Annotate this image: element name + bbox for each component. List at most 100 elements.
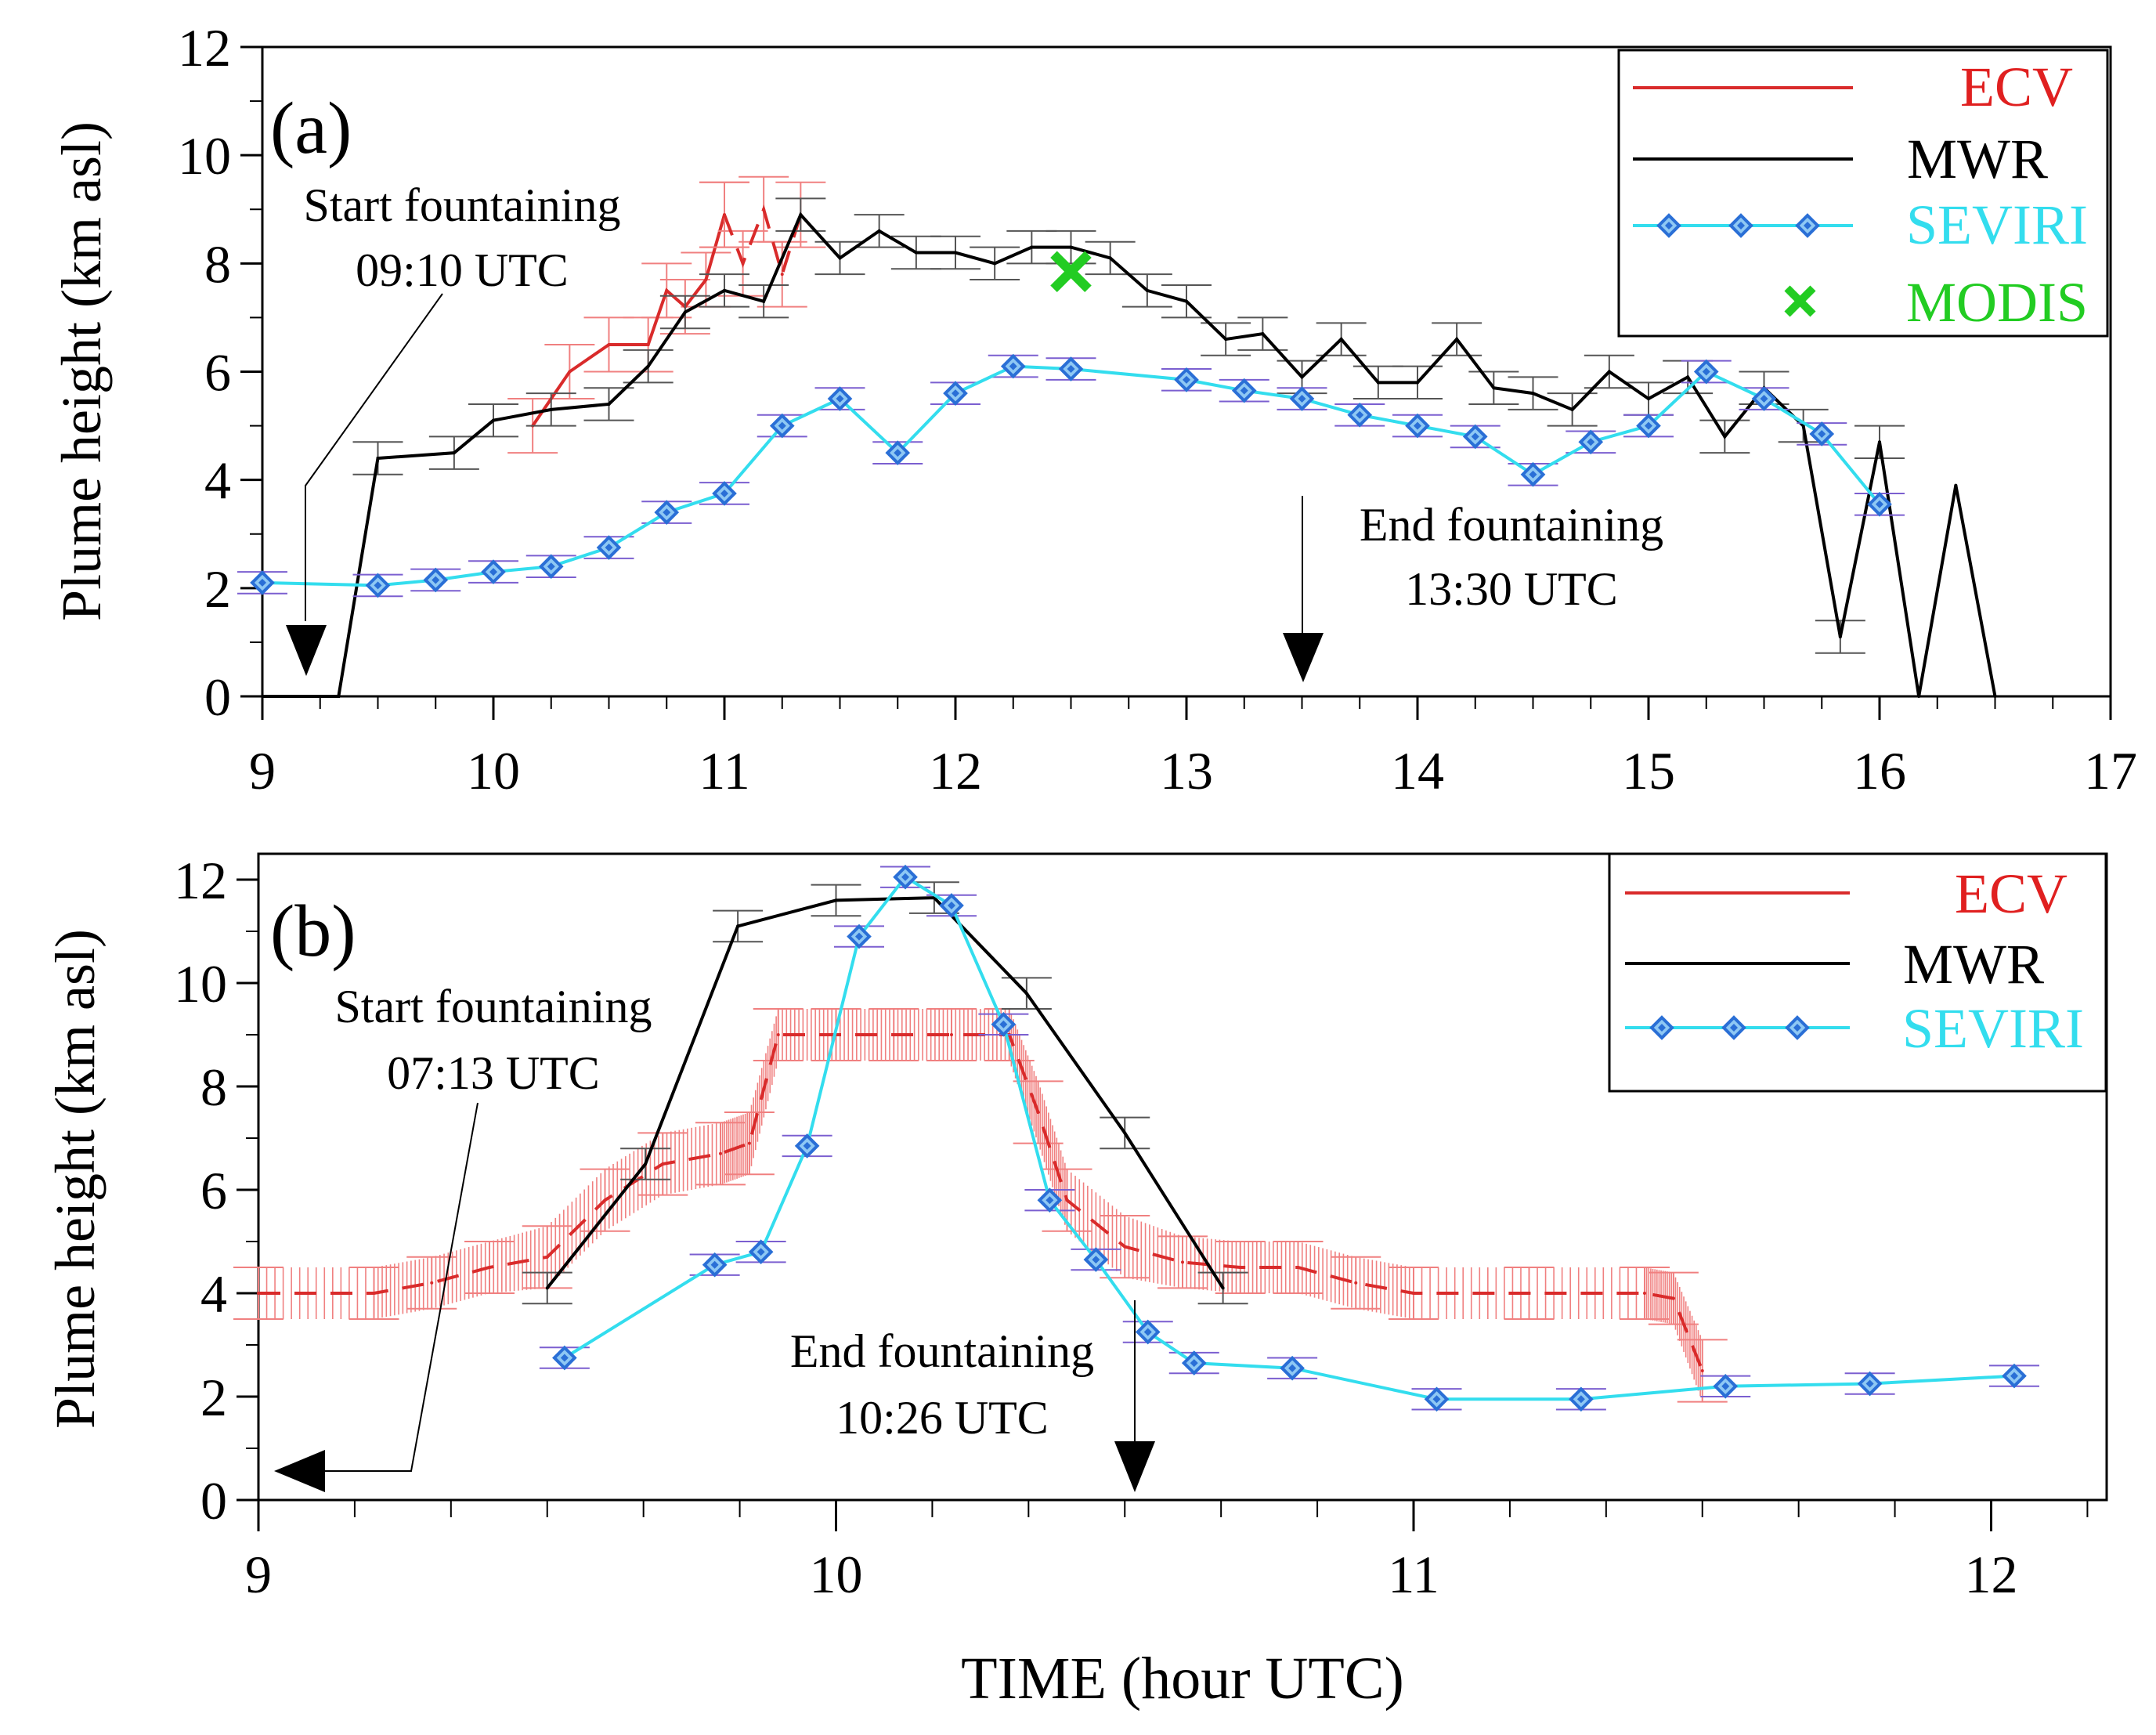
panel-b-series-seviri-marker-3-inner <box>803 1141 811 1150</box>
panel-a-series-mwr-point-27 <box>1416 381 1419 385</box>
panel-b-series-ecv-point-16 <box>1123 1245 1127 1249</box>
panel-b-series-seviri-marker-14 <box>1569 1386 1594 1412</box>
panel-a: 9 10 11 12 13 14 15 16 17 0 2 4 6 8 10 12 (a) Plume hei… <box>50 18 2137 801</box>
panel-b-y-tick-label-2: 2 <box>200 1368 227 1427</box>
panel-a-series-seviri-marker-8-inner <box>778 421 786 430</box>
panel-b-series-seviri-marker-0 <box>552 1345 577 1371</box>
legend-b-mwr-label: MWR <box>1903 933 2044 996</box>
panel-a-series-seviri-marker-13 <box>1058 356 1084 381</box>
panel-b-end-annotation: End fountaining 10:26 UTC <box>790 1300 1155 1492</box>
panel-a-series-seviri-marker-17-inner <box>1356 410 1364 419</box>
panel-a-series-mwr-point-33 <box>1647 397 1650 401</box>
panel-b-y-axis-label: Plume height (km asl) <box>44 929 107 1429</box>
panel-a-series-seviri-marker-19-inner <box>1471 432 1479 441</box>
panel-b-series-seviri-marker-16-inner <box>1865 1379 1874 1388</box>
panel-b-series-seviri-marker-8 <box>1037 1187 1063 1213</box>
panel-b-start-leader <box>317 1102 479 1472</box>
panel-a-series-seviri-marker-25-inner <box>1818 429 1826 438</box>
panel-a-series-mwr-point-20 <box>1145 288 1149 292</box>
panel-b-series-seviri-marker-0-inner <box>560 1354 569 1362</box>
panel-b-y-tick-label-10: 10 <box>174 954 227 1014</box>
panel-a-series-ecv-line <box>531 214 726 427</box>
panel-b-series-seviri-marker-7-inner <box>999 1020 1008 1028</box>
panel-a-series-ecv-point-6 <box>704 278 708 282</box>
panel-a-end-arrow <box>1283 633 1324 682</box>
legend-a-seviri-marker-2 <box>1795 213 1820 238</box>
panel-a-series-seviri-marker-13-inner <box>1067 365 1075 374</box>
panel-a-series-ecv-dashed-point-0 <box>723 213 726 217</box>
panel-b-series-ecv-point-9 <box>776 1033 780 1036</box>
panel-a-x-tick-label-9: 9 <box>249 741 276 801</box>
panel-a-series-seviri-marker-15 <box>1231 378 1257 403</box>
panel-a-start-leader <box>305 293 443 621</box>
panel-a-y-tick-label-8: 8 <box>204 234 231 294</box>
panel-a-series-seviri-marker-8 <box>769 413 795 439</box>
panel-a-end-line2: 13:30 UTC <box>1405 563 1618 615</box>
panel-a-series-seviri-marker-16-inner <box>1298 395 1306 403</box>
panel-a-series-mwr-point-28 <box>1455 338 1459 342</box>
panel-a-series-mwr-point-34 <box>1686 375 1690 379</box>
panel-a-series-seviri-marker-21-inner <box>1587 438 1595 446</box>
panel-b-series-ecv-point-3 <box>488 1266 491 1269</box>
panel-a-series-mwr-point-1 <box>337 695 341 698</box>
panel-a-series-seviri-marker-6-inner <box>663 508 671 517</box>
legend-a-mwr-label: MWR <box>1907 128 2048 190</box>
panel-a-series-seviri-marker-14 <box>1174 367 1199 392</box>
legend-a-ecv-label: ECV <box>1960 56 2073 118</box>
panel-b-series-ecv-point-12 <box>950 1033 953 1036</box>
panel-a-series-mwr-point-7 <box>646 364 650 368</box>
panel-b-series-seviri-marker-3 <box>794 1133 820 1158</box>
panel-a-series-mwr-point-9 <box>723 288 726 292</box>
panel-a-series-ecv-point-3 <box>646 342 650 346</box>
panel-a-series-mwr <box>261 197 1997 698</box>
panel-a-series-seviri-marker-24-inner <box>1760 395 1768 403</box>
panel-b-series-mwr-point-5 <box>1024 992 1028 996</box>
panel-b-series-mwr-point-2 <box>736 924 740 928</box>
panel-a-x-tick-label-16: 16 <box>1853 741 1906 801</box>
panel-b-series-ecv-point-15 <box>1065 1198 1069 1202</box>
panel-b-series-seviri-marker-5 <box>893 864 918 890</box>
panel-a-y-tick-label-4: 4 <box>204 451 231 511</box>
panel-a-series-seviri-marker-3 <box>481 559 506 584</box>
panel-b-series-seviri-marker-9 <box>1083 1247 1109 1272</box>
panel-b-plot-frame <box>257 852 2108 1502</box>
panel-a-series-seviri-marker-1-inner <box>374 581 382 590</box>
panel-a-x-tick-label-14: 14 <box>1391 741 1444 801</box>
panel-a-series-mwr-point-0 <box>261 695 264 698</box>
panel-b-series-mwr-point-7 <box>1221 1286 1225 1290</box>
panel-a-series-mwr-point-23 <box>1261 332 1265 336</box>
panel-a-series-seviri-marker-2-inner <box>432 576 440 584</box>
panel-a-series-seviri-marker-24 <box>1751 386 1777 411</box>
panel-a-series-seviri-marker-1 <box>365 573 391 598</box>
panel-b-series-seviri-marker-12 <box>1280 1355 1305 1381</box>
panel-a-series-seviri-marker-3-inner <box>489 568 497 577</box>
panel-b-series-mwr-point-3 <box>834 898 838 902</box>
panel-a-x-tick-label-12: 12 <box>929 741 982 801</box>
panel-b-series-ecv-point-2 <box>430 1281 434 1285</box>
panel-a-series-mwr-point-37 <box>1801 424 1805 428</box>
panel-a-series-seviri-marker-5-inner <box>605 544 613 552</box>
panel-a-series-seviri-marker-26 <box>1867 491 1892 517</box>
panel-b-series-seviri-marker-13 <box>1424 1386 1450 1412</box>
panel-a-series-seviri-marker-18-inner <box>1414 421 1421 430</box>
panel-a-series-seviri-marker-10-inner <box>894 449 902 457</box>
panel-b-series-seviri-marker-2-inner <box>757 1248 765 1256</box>
panel-a-series-mwr-point-13 <box>877 229 881 233</box>
panel-a-series-ecv-point-2 <box>607 342 611 346</box>
panel-b-start-arrow <box>274 1450 325 1492</box>
panel-a-start-arrow <box>286 625 327 676</box>
panel-a-y-tick-label-2: 2 <box>204 559 231 619</box>
panel-a-series-seviri-marker-11-inner <box>952 389 959 398</box>
panel-a-series-ecv-point-4 <box>665 288 669 292</box>
panel-b-series-ecv-point-4 <box>545 1255 549 1259</box>
panel-b-x-tick-label-10: 10 <box>810 1545 863 1604</box>
panel-b-y-tick-label-6: 6 <box>200 1161 227 1220</box>
panel-a-series-mwr-point-30 <box>1531 392 1535 396</box>
panel-b-series-ecv-point-23 <box>1643 1292 1646 1295</box>
panel-b-series-mwr-point-6 <box>1123 1131 1127 1135</box>
panel-b-series-seviri-marker-15-inner <box>1721 1382 1730 1390</box>
panel-a-series-seviri-marker-11 <box>943 381 968 406</box>
panel-b-series-seviri-marker-1-inner <box>710 1260 719 1269</box>
panel-a-series-seviri <box>237 353 1905 598</box>
